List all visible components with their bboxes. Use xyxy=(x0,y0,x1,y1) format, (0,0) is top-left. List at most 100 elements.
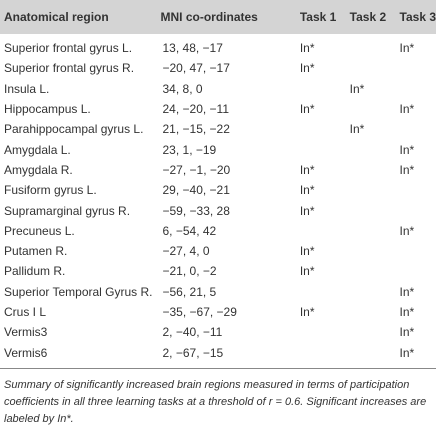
table-cell: −27, 4, 0 xyxy=(162,244,210,259)
table-cell: In* xyxy=(399,284,415,299)
table-cell xyxy=(346,58,396,78)
table-cell xyxy=(295,342,346,369)
table-cell: In* xyxy=(399,102,415,117)
table-row: Amygdala R. −27, −1, −20 In* In* xyxy=(0,160,436,180)
table-cell: In* xyxy=(299,102,315,117)
table-cell xyxy=(296,119,346,139)
column-header: Task 3 xyxy=(395,0,436,34)
table-cell: In* xyxy=(299,244,315,259)
table-row: Crus I L −35, −67, −29 In* In* xyxy=(0,302,436,322)
table-cell xyxy=(396,58,436,78)
table-cell xyxy=(346,302,396,322)
table-row: Vermis3 2, −40, −11 In* xyxy=(0,322,436,342)
table-cell xyxy=(296,139,346,159)
table-cell: 34, 8, 0 xyxy=(162,81,203,96)
table-cell: Amygdala R. xyxy=(4,162,73,177)
table-cell: In* xyxy=(399,325,415,340)
table-cell xyxy=(345,342,396,369)
table-row: Superior frontal gyrus L. 13, 48, −17 In* I… xyxy=(0,34,436,58)
table-cell xyxy=(346,160,396,180)
table-cell: In* xyxy=(349,122,365,137)
table-cell: −20, 47, −17 xyxy=(162,61,230,76)
table-row: Superior Temporal Gyrus R. −56, 21, 5 In* xyxy=(0,282,436,302)
table-cell: 13, 48, −17 xyxy=(162,41,223,56)
table-cell: Vermis6 xyxy=(0,342,153,369)
table-cell: In* xyxy=(299,162,315,177)
column-header: MNI co-ordinates xyxy=(152,0,296,34)
table-cell: In* xyxy=(399,162,415,177)
table-cell: In* xyxy=(299,61,315,76)
table-cell: In* xyxy=(399,305,415,319)
table-cell: In* xyxy=(399,41,415,56)
table-cell xyxy=(296,322,346,342)
table-cell xyxy=(296,282,346,302)
table-cell xyxy=(296,79,346,99)
table-cell: 21, −15, −22 xyxy=(162,122,230,137)
table-cell xyxy=(396,261,436,281)
table-cell: In* xyxy=(299,203,315,218)
table-cell: In* xyxy=(299,183,315,198)
caption: Summary of significantly increased brain… xyxy=(4,378,427,425)
table-cell: In* xyxy=(395,342,436,369)
table-cell xyxy=(346,99,396,119)
column-header: Task 2 xyxy=(345,0,396,34)
table-cell: Superior Temporal Gyrus R. xyxy=(4,284,153,299)
table-cell xyxy=(346,200,396,220)
table-cell: Putamen R. xyxy=(4,244,68,259)
table-cell: Pallidum R. xyxy=(4,264,66,279)
table-body: Superior frontal gyrus L. 13, 48, −17 In* I… xyxy=(0,34,436,369)
column-header: Task 1 xyxy=(295,0,346,34)
table-cell xyxy=(346,322,396,342)
table-cell: Hippocampus L. xyxy=(4,102,91,117)
table-cell: −59, −33, 28 xyxy=(162,203,230,218)
table-cell xyxy=(396,79,436,99)
table-row: Insula L. 34, 8, 0 In* xyxy=(0,79,436,99)
table-cell xyxy=(396,119,436,139)
table-cell: Vermis3 xyxy=(4,325,48,340)
table-cell: In* xyxy=(299,305,315,319)
table-cell xyxy=(346,241,396,261)
table-cell xyxy=(346,261,396,281)
table-cell xyxy=(296,221,346,241)
table-row: Pallidum R. −21, 0, −2 In* xyxy=(0,261,436,281)
table-cell xyxy=(346,34,396,58)
table-cell: 6, −54, 42 xyxy=(162,223,217,238)
table-row: Putamen R. −27, 4, 0 In* xyxy=(0,241,436,261)
table-cell: 2, −40, −11 xyxy=(162,325,223,340)
table-cell: −21, 0, −2 xyxy=(162,264,217,279)
table-cell: Crus I L xyxy=(4,305,47,319)
table-row: Precuneus L. 6, −54, 42 In* xyxy=(0,221,436,241)
table-cell: −35, −67, −29 xyxy=(162,305,237,319)
table-row: Hippocampus L. 24, −20, −11 In* In* xyxy=(0,99,436,119)
table-cell: 24, −20, −11 xyxy=(162,102,230,117)
table-row: Superior frontal gyrus R. −20, 47, −17 In* xyxy=(0,58,436,78)
table-cell xyxy=(396,180,436,200)
table-cell xyxy=(346,139,396,159)
table-row: Supramarginal gyrus R. −59, −33, 28 In* xyxy=(0,200,436,220)
table-cell xyxy=(346,282,396,302)
table-cell xyxy=(346,221,396,241)
table-cell: In* xyxy=(399,223,415,238)
table-cell: −56, 21, 5 xyxy=(162,284,217,299)
table-cell xyxy=(396,200,436,220)
table-row: Parahippocampal gyrus L. 21, −15, −22 In* xyxy=(0,119,436,139)
table-cell xyxy=(346,180,396,200)
table-row: Vermis6 2, −67, −15 In* xyxy=(0,342,436,369)
table-cell: In* xyxy=(299,264,315,279)
table-cell: In* xyxy=(399,142,415,157)
table-cell: Fusiform gyrus L. xyxy=(4,183,97,198)
table-row: Fusiform gyrus L. 29, −40, −21 In* xyxy=(0,180,436,200)
table-cell: In* xyxy=(299,41,315,56)
table-cell: Amygdala L. xyxy=(4,142,71,157)
table-cell: 29, −40, −21 xyxy=(162,183,230,198)
table-cell: Supramarginal gyrus R. xyxy=(4,203,131,218)
table-cell: Precuneus L. xyxy=(4,223,75,238)
table-cell: Superior frontal gyrus L. xyxy=(4,41,133,56)
table-cell: −27, −1, −20 xyxy=(162,162,231,177)
table-row: Amygdala L. 23, 1, −19 In* xyxy=(0,139,436,159)
table-cell xyxy=(396,241,436,261)
table-cell: 2, −67, −15 xyxy=(152,342,296,369)
